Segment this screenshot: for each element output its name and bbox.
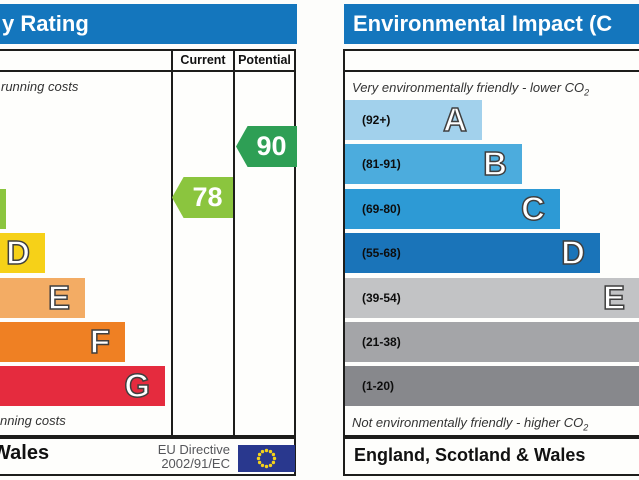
header-row-divider	[343, 70, 639, 72]
impact-band-d-range: (55-68)	[362, 246, 401, 260]
band-f-letter: F	[89, 322, 111, 361]
band-c	[0, 189, 6, 229]
potential-rating-value: 90	[256, 131, 287, 161]
band-d-letter: D	[5, 233, 30, 272]
eu-directive-label: EU Directive 2002/91/EC	[157, 442, 230, 471]
impact-band-f: (21-38) F	[345, 322, 639, 362]
energy-rating-title: y Rating	[0, 4, 297, 44]
band-g-letter: G	[124, 366, 151, 405]
energy-rating-footer: Wales EU Directive 2002/91/EC	[0, 437, 296, 476]
band-d: D	[0, 233, 45, 273]
impact-band-c-range: (69-80)	[362, 202, 401, 216]
friendly-caption: Very environmentally friendly - lower CO…	[352, 80, 590, 98]
impact-band-d-letter: D	[560, 233, 585, 272]
current-column-header: Current	[180, 53, 226, 67]
column-divider	[233, 49, 235, 437]
current-rating-value: 78	[192, 182, 223, 212]
column-divider	[171, 49, 173, 437]
current-rating-arrow: 78	[172, 177, 233, 218]
impact-band-f-range: (21-38)	[362, 335, 401, 349]
environmental-impact-footer: England, Scotland & Wales	[343, 437, 639, 476]
header-row-divider	[0, 70, 296, 72]
impact-band-b-range: (81-91)	[362, 157, 401, 171]
impact-band-e-range: (39-54)	[362, 291, 401, 305]
region-label: England, Scotland & Wales	[354, 445, 586, 465]
impact-band-a: (92+) A	[345, 100, 482, 140]
potential-column-header: Potential	[238, 53, 291, 67]
efficient-caption: running costs	[1, 79, 79, 94]
not-friendly-caption: Not environmentally friendly - higher CO…	[352, 415, 589, 433]
potential-rating-arrow: 90	[236, 126, 297, 167]
impact-band-e: (39-54) E	[345, 278, 639, 318]
band-e: E	[0, 278, 85, 318]
impact-band-c-letter: C	[520, 189, 545, 228]
impact-band-c: (69-80) C	[345, 189, 560, 229]
impact-band-g-range: (1-20)	[362, 379, 395, 393]
impact-band-d: (55-68) D	[345, 233, 600, 273]
impact-band-g: (1-20) G	[345, 366, 639, 406]
eu-flag-icon	[238, 445, 295, 472]
impact-band-e-letter: E	[602, 278, 626, 317]
impact-band-b-letter: B	[482, 144, 507, 183]
impact-band-a-range: (92+)	[362, 113, 391, 127]
impact-band-b: (81-91) B	[345, 144, 522, 184]
impact-band-a-letter: A	[442, 100, 467, 139]
band-g: G	[0, 366, 165, 406]
region-label: Wales	[0, 442, 50, 464]
band-e-letter: E	[47, 278, 71, 317]
band-f: F	[0, 322, 125, 362]
not-efficient-caption: nning costs	[0, 413, 66, 428]
environmental-impact-title: Environmental Impact (C	[344, 4, 639, 44]
